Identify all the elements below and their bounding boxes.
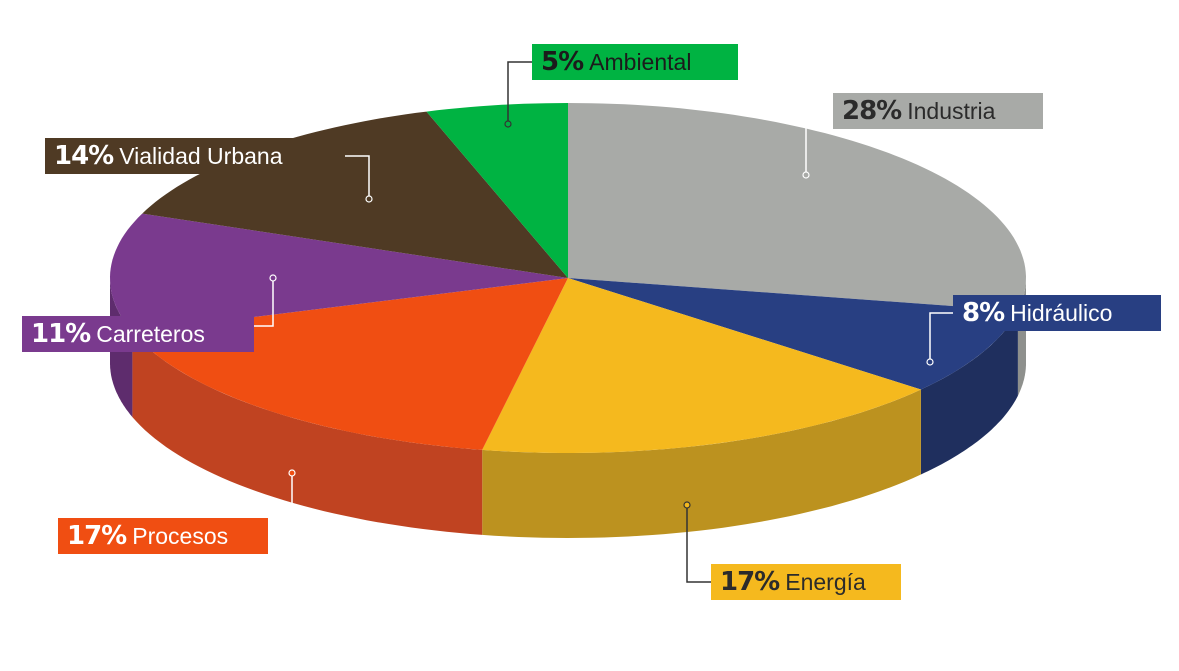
label-procesos-name: Procesos [132,522,229,549]
label-energia: 17% Energía [711,564,901,600]
label-procesos-percent: 17% [67,521,127,551]
label-industria-name: Industria [907,97,996,124]
label-hidraulico-name: Hidráulico [1010,299,1113,326]
label-vialidad-urbana-name: Vialidad Urbana [119,142,283,169]
label-industria: 28% Industria [833,93,1043,129]
pie-side-hidraulico [920,310,1018,475]
pie-side-energia [482,389,921,538]
label-energia-percent: 17% [720,567,780,597]
pie-slice-carreteros [110,213,568,333]
leader-dot-ambiental [504,120,512,128]
label-carreteros-name: Carreteros [96,320,205,347]
label-hidraulico-percent: 8% [962,298,1005,328]
pie-slice-ambiental [426,103,568,278]
leader-dot-energia [683,501,691,509]
label-carreteros: 11% Carreteros [22,316,254,352]
label-industria-percent: 28% [842,96,902,126]
pie-slice-energia [482,278,921,453]
leader-line-industria [805,111,833,175]
label-procesos: 17% Procesos [58,518,268,554]
leader-dot-hidraulico [926,358,934,366]
pie-slice-hidraulico [568,278,1018,390]
leader-dot-industria [802,171,810,179]
leader-dot-vialidad-urbana [365,195,373,203]
leader-lines [254,61,953,583]
leader-line-vialidad-urbana [345,155,370,199]
pie-slice-industria [568,103,1026,311]
leader-line-carreteros [254,278,274,327]
label-energia-name: Energía [785,568,866,595]
leader-dot-carreteros [269,274,277,282]
leader-line-procesos [268,473,293,537]
pie-sides [110,278,1026,538]
label-carreteros-percent: 11% [31,319,91,349]
label-vialidad-urbana-percent: 14% [54,141,114,171]
label-ambiental: 5% Ambiental [532,44,738,80]
label-ambiental-name: Ambiental [589,48,692,75]
leader-dot-procesos [288,469,296,477]
leader-line-hidraulico [929,312,953,362]
label-hidraulico: 8% Hidráulico [953,295,1161,331]
pie-side-procesos [132,332,483,535]
label-vialidad-urbana: 14% Vialidad Urbana [45,138,345,174]
label-ambiental-percent: 5% [541,47,584,77]
leader-line-energia [686,505,711,583]
leader-line-ambiental [507,61,532,124]
